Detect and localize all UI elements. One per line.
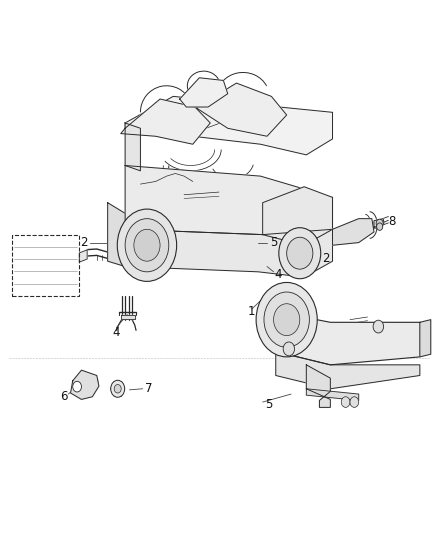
Polygon shape: [306, 389, 359, 400]
Text: 1: 1: [248, 305, 255, 318]
Text: 2: 2: [322, 252, 330, 265]
Circle shape: [274, 304, 300, 336]
Polygon shape: [180, 78, 228, 107]
Circle shape: [376, 219, 383, 228]
Circle shape: [256, 282, 317, 357]
Text: 4: 4: [113, 326, 120, 340]
Polygon shape: [420, 320, 431, 357]
Polygon shape: [125, 229, 332, 277]
Circle shape: [377, 223, 383, 230]
Polygon shape: [125, 96, 332, 155]
Text: 5: 5: [265, 398, 273, 411]
Circle shape: [125, 219, 169, 272]
Text: 2: 2: [80, 236, 88, 249]
Text: f: f: [425, 331, 428, 340]
Circle shape: [287, 237, 313, 269]
Polygon shape: [306, 365, 330, 407]
Polygon shape: [276, 312, 420, 365]
Polygon shape: [108, 203, 125, 266]
Polygon shape: [121, 99, 210, 144]
Polygon shape: [195, 83, 287, 136]
Circle shape: [117, 209, 177, 281]
Circle shape: [350, 397, 359, 407]
Circle shape: [373, 320, 384, 333]
Circle shape: [73, 381, 81, 392]
Polygon shape: [276, 352, 420, 389]
Polygon shape: [121, 316, 135, 319]
Circle shape: [134, 229, 160, 261]
Text: 7: 7: [145, 382, 153, 395]
Text: 4: 4: [274, 268, 282, 281]
Text: 8: 8: [388, 215, 395, 228]
Polygon shape: [71, 370, 99, 399]
Bar: [12, 235, 79, 296]
Polygon shape: [263, 187, 332, 245]
Polygon shape: [79, 250, 87, 262]
Polygon shape: [125, 165, 332, 245]
Circle shape: [279, 228, 321, 279]
Circle shape: [264, 292, 309, 348]
Polygon shape: [125, 123, 141, 171]
Circle shape: [283, 342, 294, 356]
Polygon shape: [332, 219, 374, 245]
Circle shape: [341, 397, 350, 407]
Text: 5: 5: [270, 236, 277, 249]
Text: 6: 6: [60, 390, 68, 403]
Polygon shape: [374, 219, 384, 227]
Circle shape: [111, 380, 125, 397]
Circle shape: [114, 384, 121, 393]
